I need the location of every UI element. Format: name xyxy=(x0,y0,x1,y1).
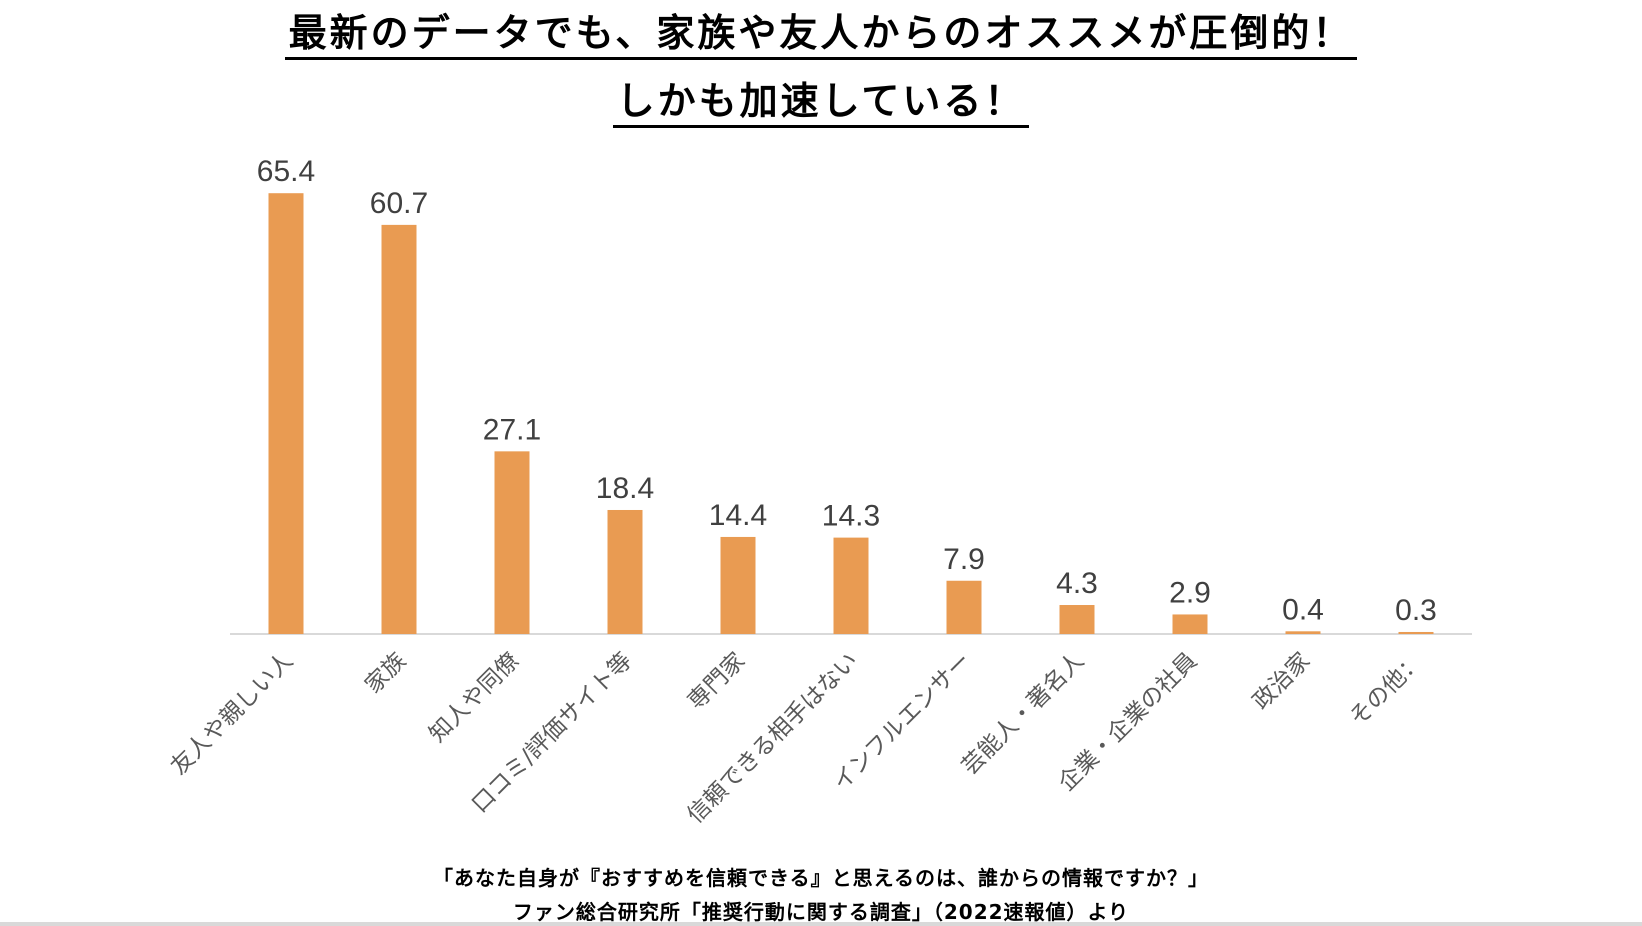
category-label: 友人や親しい人 xyxy=(166,648,298,780)
category-label: 芸能人・著名人 xyxy=(957,648,1089,780)
data-label: 2.9 xyxy=(1169,576,1211,609)
bar xyxy=(946,580,982,634)
bar xyxy=(607,509,643,634)
data-label: 14.4 xyxy=(709,499,767,532)
source-caption: ファン総合研究所「推奨行動に関する調査」（2022速報値）より xyxy=(512,900,1130,924)
bar xyxy=(494,451,530,634)
bar xyxy=(720,536,756,634)
title-line-2-text: しかも加速している！ xyxy=(612,79,1030,128)
title-line-1-text: 最新のデータでも、家族や友人からのオススメが圧倒的！ xyxy=(284,11,1358,60)
bottom-scrollbar xyxy=(0,922,1642,926)
survey-question: 「あなた自身が『おすすめを信頼できる』と思えるのは、誰からの情報ですか？」 xyxy=(433,866,1209,890)
data-label: 14.3 xyxy=(822,500,880,533)
data-label: 27.1 xyxy=(483,413,541,446)
data-label: 4.3 xyxy=(1056,567,1098,600)
category-label: その他： xyxy=(1345,648,1428,731)
bar xyxy=(381,224,417,634)
data-label: 0.4 xyxy=(1282,593,1324,626)
title-line-2: しかも加速している！ xyxy=(0,70,1642,128)
bar-chart: 65.4友人や親しい人60.7家族27.1知人や同僚18.4口コミ/評価サイト等… xyxy=(166,155,1472,829)
title-line-1: 最新のデータでも、家族や友人からのオススメが圧倒的！ xyxy=(0,2,1642,60)
category-label: 専門家 xyxy=(683,648,750,715)
category-label: 政治家 xyxy=(1248,648,1315,715)
bar xyxy=(1059,605,1095,634)
category-label: 知人や同僚 xyxy=(425,648,525,748)
bar xyxy=(833,537,869,634)
data-label: 18.4 xyxy=(596,472,654,505)
data-label: 65.4 xyxy=(257,155,315,188)
bar xyxy=(268,193,304,635)
data-label: 7.9 xyxy=(943,543,985,576)
bar xyxy=(1172,614,1208,634)
data-label: 0.3 xyxy=(1395,594,1437,627)
bar xyxy=(1398,631,1434,634)
data-label: 60.7 xyxy=(370,187,428,220)
category-label: 家族 xyxy=(360,648,411,699)
bar xyxy=(1285,631,1321,634)
